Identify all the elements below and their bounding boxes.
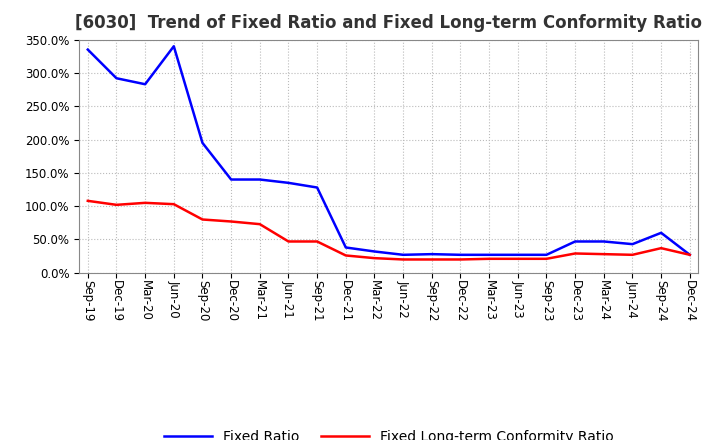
Fixed Ratio (141, 81, 150, 87)
Fixed Ratio (428, 252, 436, 257)
Fixed Long-term Conformity Ratio (428, 257, 436, 262)
Fixed Long-term Conformity Ratio (600, 252, 608, 257)
Fixed Long-term Conformity Ratio (141, 200, 150, 205)
Fixed Long-term Conformity Ratio (571, 251, 580, 256)
Fixed Ratio (198, 140, 207, 146)
Fixed Ratio (112, 76, 121, 81)
Fixed Long-term Conformity Ratio (169, 202, 178, 207)
Fixed Long-term Conformity Ratio (284, 239, 293, 244)
Fixed Ratio (628, 242, 636, 247)
Fixed Long-term Conformity Ratio (370, 256, 379, 261)
Fixed Ratio (284, 180, 293, 186)
Fixed Ratio (485, 252, 493, 257)
Fixed Long-term Conformity Ratio (227, 219, 235, 224)
Line: Fixed Long-term Conformity Ratio: Fixed Long-term Conformity Ratio (88, 201, 690, 260)
Fixed Ratio (370, 249, 379, 254)
Line: Fixed Ratio: Fixed Ratio (88, 46, 690, 255)
Fixed Ratio (600, 239, 608, 244)
Fixed Ratio (542, 252, 551, 257)
Fixed Ratio (399, 252, 408, 257)
Fixed Ratio (256, 177, 264, 182)
Fixed Ratio (312, 185, 321, 190)
Fixed Ratio (513, 252, 522, 257)
Fixed Ratio (227, 177, 235, 182)
Fixed Long-term Conformity Ratio (312, 239, 321, 244)
Fixed Ratio (456, 252, 465, 257)
Fixed Long-term Conformity Ratio (256, 221, 264, 227)
Fixed Long-term Conformity Ratio (485, 256, 493, 261)
Fixed Long-term Conformity Ratio (657, 246, 665, 251)
Fixed Ratio (571, 239, 580, 244)
Fixed Ratio (84, 47, 92, 52)
Legend: Fixed Ratio, Fixed Long-term Conformity Ratio: Fixed Ratio, Fixed Long-term Conformity … (158, 424, 619, 440)
Fixed Long-term Conformity Ratio (112, 202, 121, 208)
Fixed Ratio (657, 230, 665, 235)
Fixed Ratio (685, 252, 694, 257)
Fixed Long-term Conformity Ratio (198, 217, 207, 222)
Fixed Long-term Conformity Ratio (685, 252, 694, 257)
Title: [6030]  Trend of Fixed Ratio and Fixed Long-term Conformity Ratio: [6030] Trend of Fixed Ratio and Fixed Lo… (76, 15, 702, 33)
Fixed Long-term Conformity Ratio (513, 256, 522, 261)
Fixed Long-term Conformity Ratio (341, 253, 350, 258)
Fixed Long-term Conformity Ratio (84, 198, 92, 203)
Fixed Long-term Conformity Ratio (456, 257, 465, 262)
Fixed Long-term Conformity Ratio (399, 257, 408, 262)
Fixed Long-term Conformity Ratio (628, 252, 636, 257)
Fixed Ratio (341, 245, 350, 250)
Fixed Ratio (169, 44, 178, 49)
Fixed Long-term Conformity Ratio (542, 256, 551, 261)
